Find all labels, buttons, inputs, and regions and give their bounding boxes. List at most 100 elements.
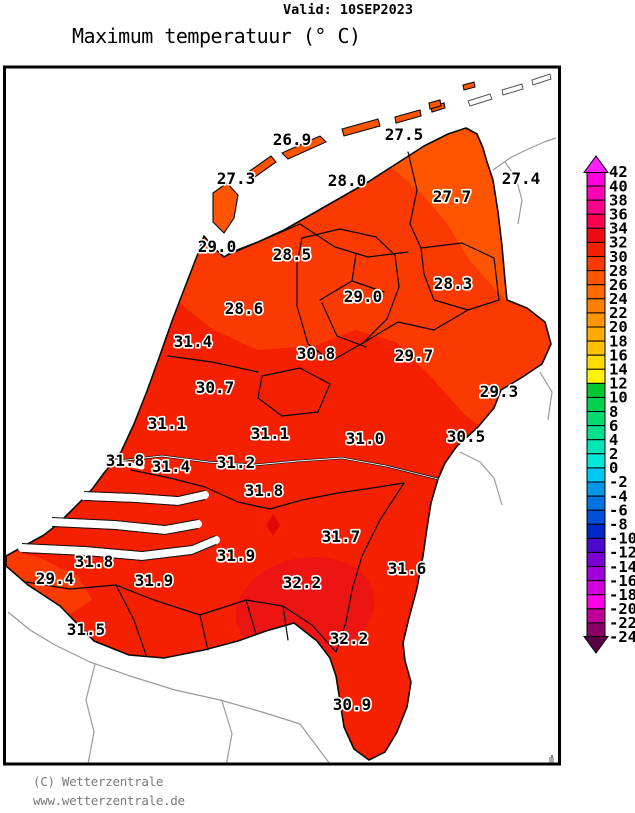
colorbar-tick-label: 10: [609, 389, 628, 407]
colorbar-tick-label: 24: [609, 290, 628, 308]
colorbar: 424038363432302826242220181614121086420-…: [583, 155, 635, 654]
border-groningen-friesland: [407, 151, 422, 249]
colorbar-segment: [586, 340, 606, 356]
colorbar-tick-label: 14: [609, 360, 628, 378]
colorbar-tick-label: -8: [609, 515, 628, 533]
channel-edge: [83, 490, 206, 498]
border-noord-zuid-holland: [167, 355, 259, 373]
border-limburg-west: [335, 482, 405, 653]
border-belgium-internal: [245, 599, 257, 635]
colorbar-tick-label: -18: [609, 586, 635, 604]
temp-label: 27.7: [433, 187, 472, 206]
band-26-28-northeast: [392, 128, 508, 302]
colorbar-segment: [586, 270, 606, 286]
colorbar-segment: [586, 509, 606, 525]
colorbar-segment: [586, 227, 606, 243]
colorbar-segment: [586, 256, 606, 272]
temp-label: 30.7: [196, 378, 235, 397]
colorbar-arrow-down: [583, 636, 609, 654]
colorbar-segment: [586, 537, 606, 553]
colorbar-segment: [586, 284, 606, 300]
colorbar-segment: [586, 312, 606, 328]
german-admin-line: [459, 451, 503, 506]
german-island: [501, 83, 524, 96]
colorbar-tick-label: 28: [609, 262, 628, 280]
temp-label: 31.4: [152, 457, 191, 476]
colorbar-tick-label: 38: [609, 191, 628, 209]
temp-label: 30.9: [333, 695, 372, 714]
colorbar-tick-label: -16: [609, 572, 635, 590]
temp-label: 29.7: [395, 346, 434, 365]
french-admin-line: [299, 723, 330, 763]
temp-label: 27.4: [502, 169, 541, 188]
french-border-line: [7, 611, 301, 725]
colorbar-tick-label: -6: [609, 501, 628, 519]
channel-edge: [83, 499, 206, 507]
colorbar-tick-label: -20: [609, 600, 635, 618]
colorbar-tick-label: -10: [609, 530, 635, 548]
ijsselmeer-outline: [227, 223, 400, 362]
temp-label: 31.6: [388, 559, 427, 578]
colorbar-segment: [586, 382, 606, 398]
france-outlines: [7, 611, 330, 763]
colorbar-tick-label: -4: [609, 487, 628, 505]
colorbar-tick-label: 4: [609, 431, 618, 449]
copyright-text: (C) Wetterzentrale: [33, 774, 164, 789]
colorbar-segment: [586, 396, 606, 413]
german-admin-line: [539, 371, 553, 421]
colorbar-tick-label: 40: [609, 177, 628, 195]
colorbar-segment: [586, 326, 606, 342]
colorbar-segment: [586, 199, 606, 215]
channel-oosterschelde: [48, 518, 202, 535]
channel-haringvliet: [80, 491, 209, 506]
ijsselmeer-shore: [296, 228, 400, 362]
german-island: [467, 93, 493, 107]
colorbar-tick-label: 34: [609, 220, 628, 238]
colorbar-tick-label: -2: [609, 473, 628, 491]
colorbar-tick-label: 18: [609, 332, 628, 350]
website-text: www.wetterzentrale.de: [33, 793, 185, 808]
render-artifact: [551, 755, 553, 758]
colorbar-tick-label: 8: [609, 403, 618, 421]
colorbar-segment: [586, 439, 606, 455]
temp-label: 31.8: [75, 552, 114, 571]
colorbar-segment: [586, 551, 606, 568]
colorbar-segment: [586, 608, 606, 624]
channel-nieuwe-waterweg: [107, 458, 145, 470]
ems-river-line: [504, 161, 523, 225]
colorbar-segment: [586, 495, 606, 511]
colorbar-tick-label: 30: [609, 248, 628, 266]
border-friesland-south: [299, 223, 409, 258]
colorbar-segment: [586, 622, 606, 638]
colorbar-segment: [586, 566, 606, 582]
temp-label: 28.6: [225, 299, 264, 318]
colorbar-tick-label: 6: [609, 417, 618, 435]
contour-dot: [266, 514, 280, 536]
colorbar-arrow-up: [583, 155, 609, 173]
temp-label: 31.2: [217, 453, 256, 472]
border-utrecht: [257, 367, 331, 417]
border-overijssel-gelderland: [362, 309, 469, 344]
temp-label: 29.3: [480, 382, 519, 401]
island-texel: [212, 182, 239, 234]
colorbar-tick-label: 36: [609, 205, 628, 223]
temp-label: 31.9: [135, 571, 174, 590]
temp-label: 28.3: [434, 274, 473, 293]
temp-label: 31.1: [251, 424, 290, 443]
colorbar-tick-label: -14: [609, 558, 635, 576]
temp-label: 31.9: [217, 546, 256, 565]
german-island-data-patch: [462, 81, 476, 91]
afsluitdijk-line: [227, 223, 301, 256]
border-brabant-north: [130, 469, 405, 510]
island-ameland: [341, 118, 381, 137]
colorbar-segment: [586, 481, 606, 497]
colorbar-tick-label: 0: [609, 459, 618, 477]
border-belgium-internal: [199, 614, 209, 651]
temp-label: 31.8: [106, 451, 145, 470]
colorbar-tick-label: 12: [609, 375, 628, 393]
island-terschelling: [281, 135, 327, 160]
channel-edge: [51, 517, 199, 527]
temp-label: 31.8: [245, 481, 284, 500]
